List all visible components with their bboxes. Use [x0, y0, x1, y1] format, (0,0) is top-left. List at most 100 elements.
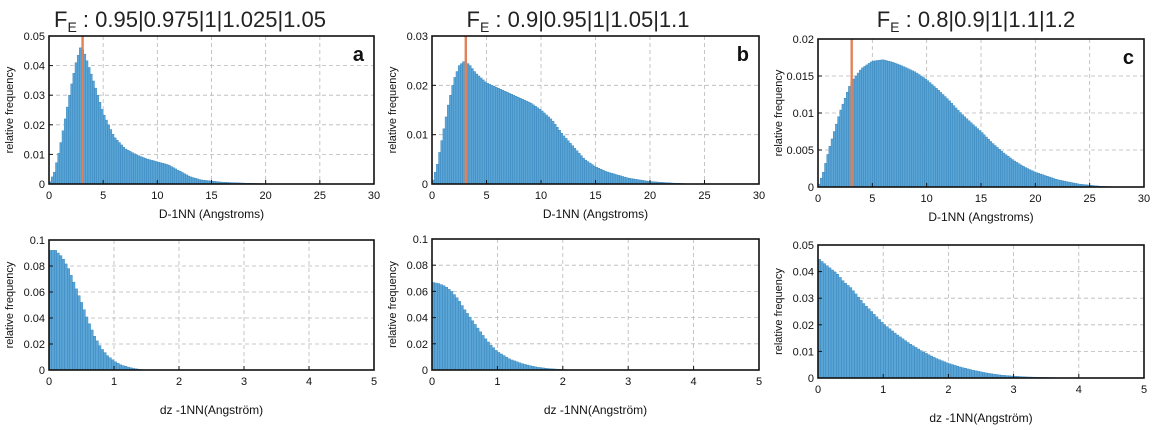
- histogram-bar: [176, 169, 180, 185]
- y-tick-label: 0: [39, 179, 45, 191]
- histogram-bar: [549, 118, 553, 185]
- histogram-bar: [499, 89, 502, 185]
- histogram-bar: [991, 143, 995, 188]
- histogram-bar: [939, 92, 943, 188]
- histogram-bar: [575, 150, 579, 185]
- histogram-bar: [978, 130, 982, 188]
- x-tick-label: 5: [371, 376, 377, 388]
- histogram-bar: [993, 145, 997, 188]
- histogram-bar: [174, 168, 178, 185]
- histogram-bar: [90, 329, 94, 371]
- y-tick-label: 0.05: [793, 240, 814, 252]
- histogram-bar: [904, 67, 908, 188]
- histogram-bar: [843, 283, 847, 379]
- histogram-bar: [534, 106, 537, 185]
- x-tick-label: 0: [815, 384, 821, 396]
- histogram-bar: [463, 309, 467, 371]
- histogram-bar: [1050, 177, 1053, 188]
- histogram-bar: [144, 158, 147, 185]
- x-tick-label: 0: [815, 193, 821, 205]
- histogram-bar: [85, 316, 89, 371]
- histogram-bar: [823, 263, 827, 379]
- histogram-bar: [590, 164, 594, 185]
- histogram-bar: [54, 250, 58, 371]
- histogram-bar: [619, 175, 622, 185]
- x-tick-label: 20: [260, 190, 272, 202]
- histogram-bar: [146, 158, 149, 185]
- y-tick-label: 0.005: [786, 145, 814, 157]
- histogram-bar: [898, 336, 902, 379]
- y-axis-label: relative frequency: [387, 261, 399, 348]
- histogram-bar: [452, 294, 456, 371]
- histogram-bar: [969, 369, 973, 379]
- y-tick-label: 0.04: [793, 267, 814, 279]
- histogram-bar: [902, 66, 906, 188]
- x-tick-label: 3: [1011, 384, 1017, 396]
- histogram-bar: [888, 328, 892, 379]
- x-axis-label: dz -1NN(Angström): [929, 411, 1032, 425]
- histogram-bar: [630, 178, 633, 185]
- histogram-bar: [1019, 164, 1023, 188]
- histogram-bar: [440, 140, 444, 185]
- histogram-bar: [856, 72, 860, 188]
- x-tick-label: 0: [46, 376, 52, 388]
- histogram-bar: [564, 138, 568, 185]
- histogram-bar: [92, 80, 95, 185]
- y-tick-label: 0.05: [24, 31, 45, 43]
- histogram-bar: [836, 274, 840, 379]
- histogram-bar: [1000, 151, 1003, 188]
- x-tick-label: 1: [111, 376, 117, 388]
- histogram-bar: [50, 176, 54, 185]
- histogram-bar: [471, 68, 474, 185]
- histogram-bar: [556, 127, 559, 185]
- histogram-bar: [1048, 176, 1051, 188]
- histogram-bar: [987, 139, 990, 188]
- histogram-bar: [867, 63, 871, 188]
- histogram-bar: [159, 162, 162, 185]
- x-tick-label: 0: [429, 376, 435, 388]
- histogram-bar: [69, 275, 73, 371]
- histogram-bar: [120, 144, 123, 185]
- y-tick-label: 0.04: [24, 61, 45, 73]
- histogram-bar: [919, 75, 923, 188]
- histogram-bar: [966, 368, 970, 379]
- x-tick-label: 5: [869, 193, 875, 205]
- histogram-bar: [61, 259, 65, 371]
- histogram-bar: [927, 354, 931, 379]
- histogram-bar: [846, 285, 850, 379]
- y-tick-label: 0.04: [24, 313, 45, 325]
- histogram-bar: [514, 95, 518, 185]
- histogram-bar: [965, 118, 969, 188]
- histogram-bar: [457, 65, 461, 185]
- histogram-bar: [477, 75, 481, 185]
- histogram-bar: [612, 173, 616, 185]
- histogram-bar: [523, 364, 527, 371]
- histogram-bar: [848, 86, 851, 188]
- histogram-bar: [913, 71, 916, 188]
- y-axis-label: relative frequency: [4, 261, 16, 348]
- y-tick-label: 0.03: [793, 293, 814, 305]
- histogram-bar: [79, 47, 82, 185]
- histogram-bar: [941, 94, 945, 188]
- y-tick-label: 0.01: [793, 346, 814, 358]
- histogram-bar: [137, 155, 141, 185]
- histogram-bar: [928, 82, 932, 188]
- y-tick-label: 0.06: [24, 287, 45, 299]
- histogram-bar: [838, 277, 842, 379]
- histogram-bar: [82, 309, 86, 371]
- y-tick-label: 0.015: [786, 71, 814, 83]
- histogram-bar: [453, 77, 457, 185]
- histogram-bar: [946, 98, 949, 188]
- histogram-bar: [486, 341, 490, 371]
- histogram-bar: [833, 271, 837, 379]
- histogram-bar: [877, 319, 881, 379]
- histogram-bar: [1056, 179, 1060, 188]
- histogram-bar: [903, 340, 907, 379]
- histogram-bar: [72, 73, 76, 185]
- x-axis-label: dz -1NN(Angström): [160, 403, 263, 417]
- x-tick-label: 2: [560, 376, 566, 388]
- plot-frame: [817, 244, 1145, 379]
- histogram-bar: [495, 87, 498, 185]
- histogram-bar: [484, 81, 487, 185]
- histogram-bar: [489, 344, 493, 371]
